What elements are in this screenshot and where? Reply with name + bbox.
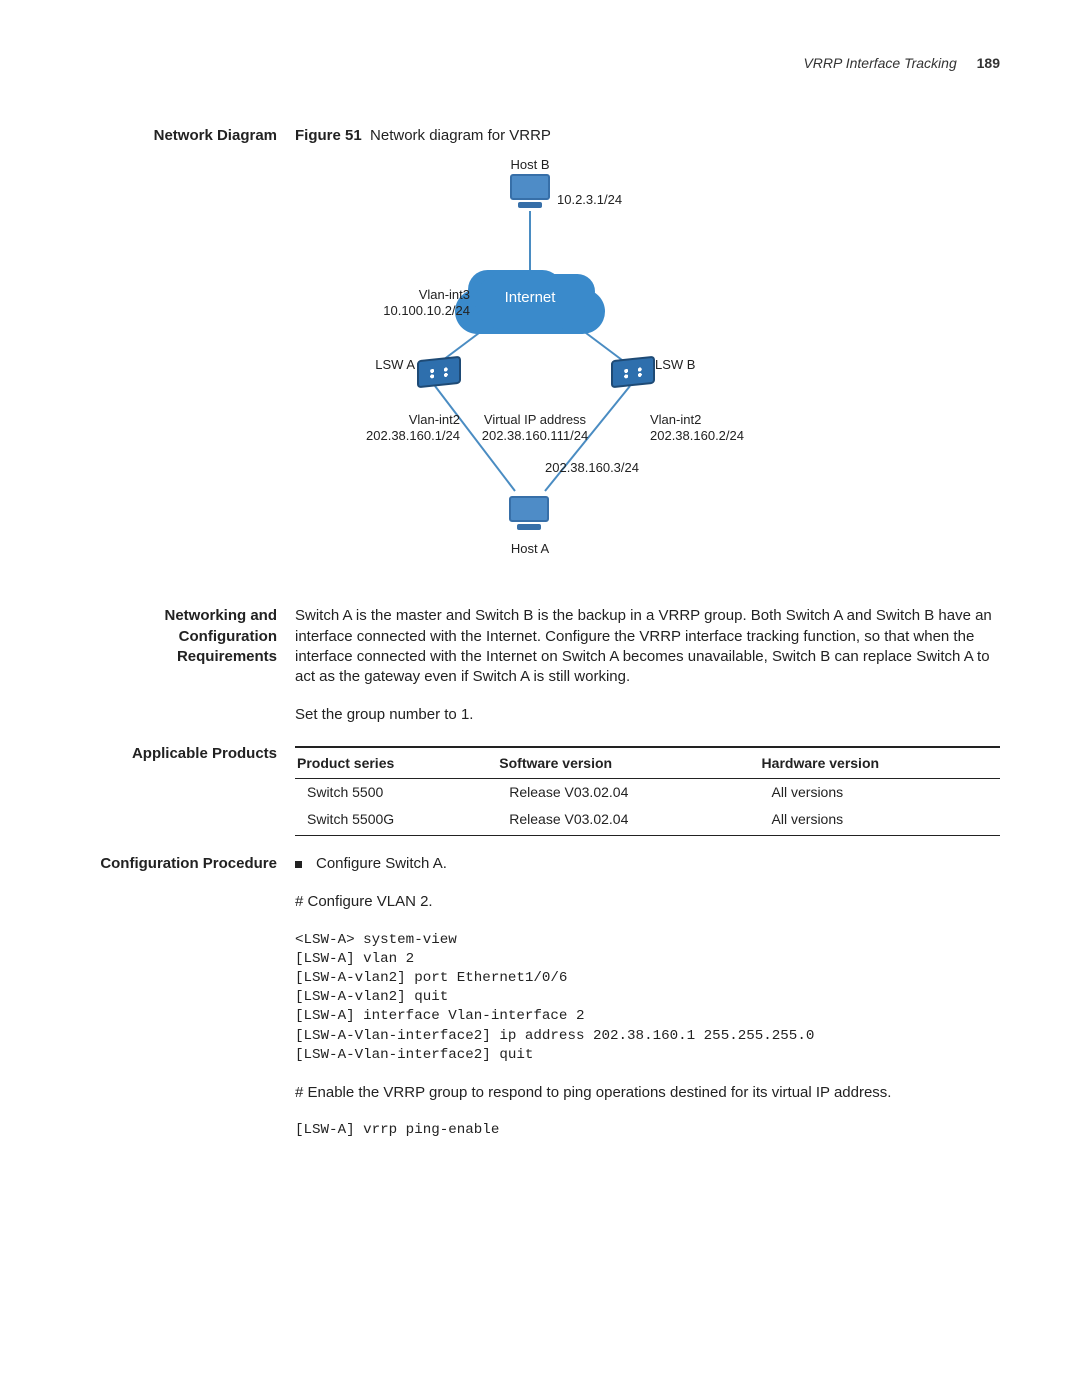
running-header: VRRP Interface Tracking 189: [80, 55, 1000, 71]
side-label-netreq: Networking and Configuration Requirement…: [80, 606, 295, 667]
label-lsw-b: LSW B: [655, 356, 695, 374]
label-vlan-int2-b: Vlan-int2: [650, 411, 701, 429]
section-products: Applicable Products Product series Softw…: [80, 744, 1000, 837]
page: VRRP Interface Tracking 189 Network Diag…: [0, 0, 1080, 1218]
cli-block-1: <LSW-A> system-view [LSW-A] vlan 2 [LSW-…: [295, 931, 1000, 1065]
col-software-version: Software version: [497, 747, 759, 779]
cell: All versions: [760, 806, 1000, 835]
section-netreq: Networking and Configuration Requirement…: [80, 606, 1000, 743]
side-label-procedure: Configuration Procedure: [80, 854, 295, 874]
lsw-a-icon: [417, 356, 461, 389]
figure-caption-text: Network diagram for VRRP: [370, 127, 551, 144]
cli-block-2: [LSW-A] vrrp ping-enable: [295, 1121, 1000, 1140]
label-vlan-int3: Vlan-int3: [350, 286, 470, 304]
netreq-para2: Set the group number to 1.: [295, 705, 1000, 725]
figure-caption: Figure 51 Network diagram for VRRP: [295, 126, 1000, 146]
section-network-diagram: Network Diagram Figure 51 Network diagra…: [80, 126, 1000, 606]
network-diagram-body: Figure 51 Network diagram for VRRP Hos: [295, 126, 1000, 606]
products-body: Product series Software version Hardware…: [295, 744, 1000, 837]
table-row: Switch 5500G Release V03.02.04 All versi…: [295, 806, 1000, 835]
label-vlan-int2-a-ip: 202.38.160.1/24: [335, 427, 460, 445]
table-row: Switch 5500 Release V03.02.04 All versio…: [295, 779, 1000, 806]
lsw-b-icon: [611, 356, 655, 389]
cell: Switch 5500G: [295, 806, 497, 835]
section-procedure: Configuration Procedure Configure Switch…: [80, 854, 1000, 1158]
cell: Release V03.02.04: [497, 806, 759, 835]
procedure-body: Configure Switch A. # Configure VLAN 2. …: [295, 854, 1000, 1158]
netreq-body: Switch A is the master and Switch B is t…: [295, 606, 1000, 743]
host-b-icon: [510, 174, 550, 212]
host-a-icon: [509, 496, 549, 534]
label-host-a: Host A: [505, 540, 555, 558]
label-host-b: Host B: [505, 156, 555, 174]
figure-number: Figure 51: [295, 127, 362, 144]
procedure-step2-title: # Enable the VRRP group to respond to pi…: [295, 1083, 1000, 1103]
label-vip: Virtual IP address: [475, 411, 595, 429]
cell: All versions: [760, 779, 1000, 806]
label-internet: Internet: [475, 288, 585, 308]
table-header-row: Product series Software version Hardware…: [295, 747, 1000, 779]
procedure-bullet-row: Configure Switch A.: [295, 854, 1000, 874]
col-product-series: Product series: [295, 747, 497, 779]
page-number: 189: [977, 55, 1000, 71]
label-vlan-int3-ip: 10.100.10.2/24: [350, 302, 470, 320]
label-lsw-a: LSW A: [355, 356, 415, 374]
col-hardware-version: Hardware version: [760, 747, 1000, 779]
header-title: VRRP Interface Tracking: [803, 55, 956, 71]
bullet-icon: [295, 861, 302, 868]
procedure-bullet-text: Configure Switch A.: [316, 854, 447, 874]
side-label-products: Applicable Products: [80, 744, 295, 764]
netreq-para1: Switch A is the master and Switch B is t…: [295, 606, 1000, 687]
side-label-network-diagram: Network Diagram: [80, 126, 295, 146]
label-host-b-ip: 10.2.3.1/24: [557, 191, 622, 209]
label-host-a-ip: 202.38.160.3/24: [545, 459, 639, 477]
network-diagram: Host B 10.2.3.1/24 Internet Vlan-int3 10…: [295, 156, 935, 586]
products-table: Product series Software version Hardware…: [295, 746, 1000, 837]
label-vlan-int2-b-ip: 202.38.160.2/24: [650, 427, 744, 445]
cell: Release V03.02.04: [497, 779, 759, 806]
procedure-step1-title: # Configure VLAN 2.: [295, 892, 1000, 912]
label-vlan-int2-a: Vlan-int2: [350, 411, 460, 429]
cell: Switch 5500: [295, 779, 497, 806]
label-vip-ip: 202.38.160.111/24: [470, 427, 600, 445]
